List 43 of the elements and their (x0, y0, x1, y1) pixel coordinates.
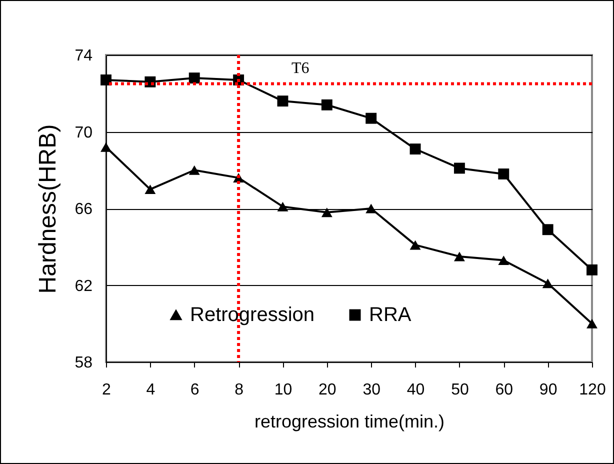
annotation: T6 (292, 60, 310, 77)
point (542, 278, 554, 288)
x-axis-title: retrogression time(min.) (254, 412, 445, 432)
point (188, 165, 200, 175)
point (454, 162, 465, 174)
point (277, 202, 288, 212)
y-tick-label: 58 (74, 354, 93, 372)
legend-label: RRA (369, 304, 412, 326)
x-tick-label: 60 (495, 382, 514, 398)
y-tick-label: 62 (74, 278, 93, 295)
point (542, 224, 554, 236)
y-tick-label: 74 (74, 48, 93, 64)
x-tick-label: 6 (190, 382, 200, 398)
point (277, 96, 288, 107)
legend-label: Retrogression (190, 304, 315, 326)
point (100, 142, 112, 152)
x-tick-label: 4 (146, 382, 156, 398)
x-tick-label: 10 (274, 382, 292, 398)
y-axis-title: Hardness(HRB) (34, 124, 62, 294)
point (454, 252, 465, 262)
x-tick-label: 40 (406, 382, 425, 398)
point (586, 264, 598, 276)
point (321, 99, 332, 110)
point (498, 256, 510, 266)
y-tick-label: 70 (74, 124, 93, 142)
x-tick-label: 2 (102, 382, 112, 398)
x-tick-label: 30 (362, 382, 381, 398)
x-tick-label: 20 (318, 382, 336, 398)
x-tick-label: 90 (539, 382, 558, 398)
point (410, 144, 421, 154)
point (144, 184, 156, 194)
x-tick-label: 50 (451, 382, 469, 398)
x-tick-label: 120 (579, 382, 606, 398)
y-tick-label: 66 (74, 201, 93, 218)
point (188, 72, 200, 84)
point (366, 204, 377, 214)
point (498, 168, 510, 180)
point (366, 112, 377, 124)
point (100, 74, 112, 86)
point (410, 240, 421, 250)
point (321, 208, 332, 218)
x-tick-label: 8 (234, 382, 244, 398)
point (586, 318, 598, 328)
